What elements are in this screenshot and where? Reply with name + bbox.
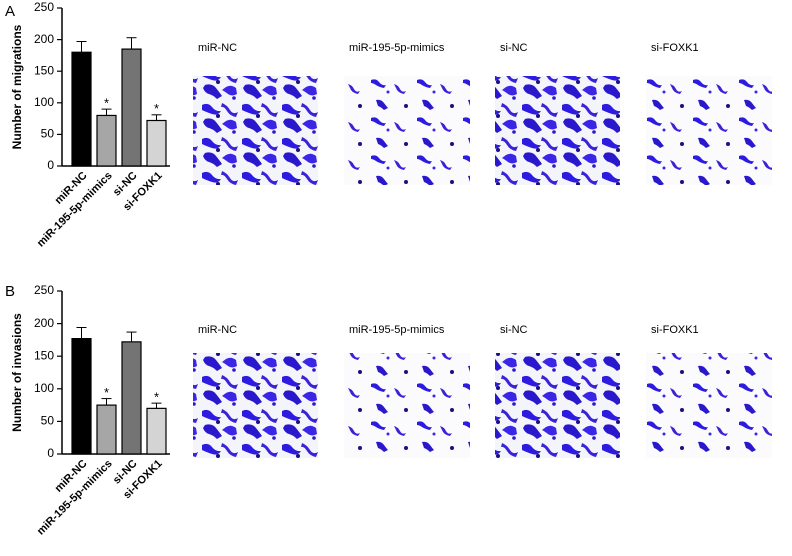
y-tick-label: 50 bbox=[41, 414, 55, 428]
image-caption: miR-195-5p-mimics bbox=[349, 324, 445, 336]
y-tick-label: 250 bbox=[34, 0, 54, 14]
micrograph bbox=[495, 76, 620, 185]
micrograph bbox=[193, 353, 318, 458]
significance: * bbox=[104, 385, 109, 400]
image-caption: miR-NC bbox=[198, 42, 237, 54]
y-axis-label: Number of migrations bbox=[10, 24, 24, 149]
micrograph bbox=[344, 76, 470, 185]
bar bbox=[96, 404, 117, 455]
bar bbox=[71, 337, 92, 455]
bar bbox=[146, 119, 167, 167]
image-caption: si-FOXK1 bbox=[651, 324, 699, 336]
panel-label: B bbox=[5, 283, 15, 300]
y-tick-label: 250 bbox=[34, 283, 54, 297]
images-b bbox=[193, 353, 772, 458]
y-tick-label: 200 bbox=[34, 316, 54, 330]
y-tick-label: 200 bbox=[34, 32, 54, 46]
y-tick-label: 100 bbox=[34, 95, 54, 109]
bar bbox=[121, 341, 142, 455]
y-tick-label: 50 bbox=[41, 127, 55, 141]
panel-label: A bbox=[5, 3, 15, 20]
micrograph bbox=[495, 353, 620, 458]
micrograph bbox=[646, 76, 772, 185]
bar bbox=[71, 51, 92, 167]
y-tick-label: 150 bbox=[34, 63, 54, 77]
image-caption: si-FOXK1 bbox=[651, 42, 699, 54]
y-tick-label: 100 bbox=[34, 381, 54, 395]
images-a bbox=[193, 76, 772, 185]
y-axis-label: Number of invasions bbox=[10, 313, 24, 432]
significance: * bbox=[154, 101, 159, 116]
bar bbox=[121, 48, 142, 167]
micrograph bbox=[193, 76, 318, 185]
significance: * bbox=[154, 390, 159, 405]
significance: * bbox=[104, 96, 109, 111]
image-caption: si-NC bbox=[500, 324, 528, 336]
micrograph bbox=[344, 353, 470, 458]
y-tick-label: 150 bbox=[34, 348, 54, 362]
y-tick-label: 0 bbox=[47, 446, 54, 460]
micrograph bbox=[646, 353, 772, 458]
image-caption: miR-195-5p-mimics bbox=[349, 42, 445, 54]
image-caption: si-NC bbox=[500, 42, 528, 54]
y-tick-label: 0 bbox=[47, 158, 54, 172]
bar bbox=[96, 114, 117, 167]
image-caption: miR-NC bbox=[198, 324, 237, 336]
bar bbox=[146, 407, 167, 455]
